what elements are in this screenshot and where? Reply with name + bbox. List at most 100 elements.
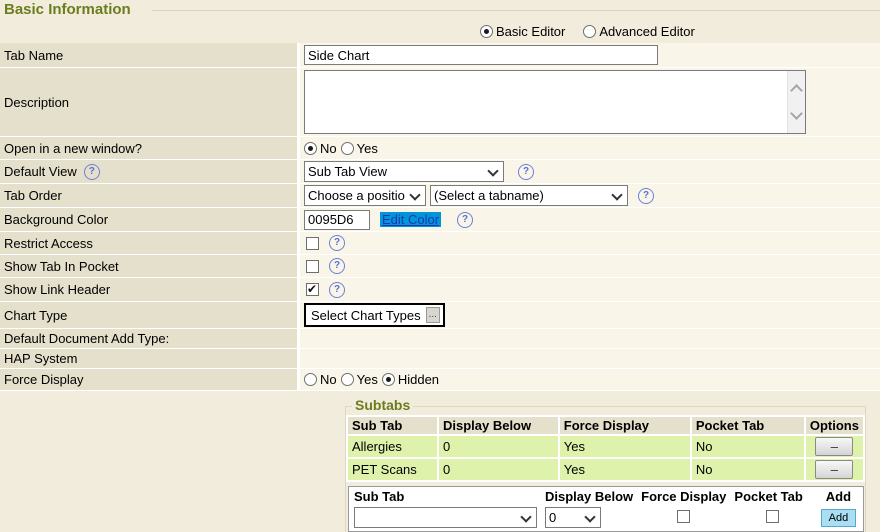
open-new-window-no-option[interactable]: No: [304, 141, 337, 156]
basic-editor-option[interactable]: Basic Editor: [480, 24, 565, 39]
row-default-view: Default View ? Sub Tab View ?: [0, 160, 880, 184]
default-view-label: Default View: [4, 164, 77, 179]
default-view-select[interactable]: Sub Tab View: [305, 162, 503, 181]
add-subtab-header-row: Sub Tab Display Below Force Display Pock…: [351, 489, 862, 504]
show-tab-in-pocket-label: Show Tab In Pocket: [0, 255, 300, 278]
chart-type-label: Chart Type: [0, 302, 300, 329]
subtab-display-below: 0: [438, 436, 558, 457]
show-tab-in-pocket-checkbox[interactable]: [306, 259, 319, 273]
force-display-no-radio[interactable]: [304, 373, 317, 386]
tab-order-label: Tab Order: [0, 184, 300, 208]
help-icon[interactable]: ?: [457, 211, 474, 228]
row-chart-type: Chart Type Select Chart Types ...: [0, 302, 880, 329]
row-show-link-header: Show Link Header ?: [0, 278, 880, 302]
basic-editor-radio[interactable]: [480, 25, 493, 38]
tab-order-tabname-select[interactable]: (Select a tabname): [431, 186, 627, 205]
add-col-display-below: Display Below: [542, 489, 637, 504]
default-document-add-type-value: [300, 329, 880, 349]
tab-name-label: Tab Name: [0, 43, 300, 68]
subtabs-header-row: Sub Tab Display Below Force Display Pock…: [348, 417, 863, 434]
row-description: Description: [0, 68, 880, 137]
advanced-editor-label: Advanced Editor: [599, 24, 695, 39]
subtab-display-below: 0: [438, 459, 558, 480]
add-subtab-select[interactable]: [355, 508, 536, 527]
scroll-up-icon[interactable]: [790, 84, 803, 97]
force-display-hidden-option[interactable]: Hidden: [381, 372, 439, 387]
help-icon[interactable]: ?: [329, 258, 345, 274]
table-row: Allergies 0 Yes No –: [348, 436, 863, 457]
add-col-add: Add: [815, 489, 862, 504]
row-tab-name: Tab Name: [0, 43, 880, 68]
help-icon[interactable]: ?: [518, 163, 534, 180]
hap-system-value: [300, 349, 880, 369]
subtab-force-display: Yes: [559, 459, 690, 480]
restrict-access-label: Restrict Access: [0, 232, 300, 255]
open-new-window-no-label: No: [320, 140, 337, 156]
default-document-add-type-label: Default Document Add Type:: [0, 329, 300, 349]
advanced-editor-radio[interactable]: [583, 25, 597, 38]
add-subtab-row: 0 Add: [351, 506, 862, 529]
subtab-force-display: Yes: [559, 436, 690, 457]
select-chart-types-label: Select Chart Types: [311, 307, 421, 323]
add-col-pocket-tab: Pocket Tab: [731, 489, 814, 504]
help-icon[interactable]: ?: [329, 235, 345, 251]
force-display-no-option[interactable]: No: [304, 372, 337, 387]
row-force-display: Force Display No Yes Hidden: [0, 369, 880, 391]
row-show-tab-in-pocket: Show Tab In Pocket ?: [0, 255, 880, 278]
force-display-yes-option[interactable]: Yes: [340, 372, 378, 387]
tab-name-input[interactable]: [304, 45, 658, 65]
scroll-down-icon[interactable]: [790, 107, 803, 120]
add-subtab-button[interactable]: Add: [820, 508, 857, 527]
subtab-pocket-tab: No: [691, 436, 804, 457]
help-icon[interactable]: ?: [329, 281, 345, 298]
basic-information-form: Tab Name Description Open in a new windo…: [0, 43, 880, 391]
force-display-yes-radio[interactable]: [340, 373, 354, 386]
show-link-header-checkbox[interactable]: [306, 282, 319, 296]
description-textarea[interactable]: [304, 70, 806, 134]
restrict-access-checkbox[interactable]: [306, 236, 319, 250]
col-display-below: Display Below: [438, 417, 558, 434]
remove-subtab-button[interactable]: –: [815, 437, 854, 456]
subtab-name: PET Scans: [348, 459, 437, 480]
add-force-display-checkbox[interactable]: [677, 509, 691, 523]
subtabs-fieldset: Subtabs Sub Tab Display Below Force Disp…: [345, 397, 866, 532]
hap-system-label: HAP System: [0, 349, 300, 369]
subtab-name: Allergies: [348, 436, 437, 457]
col-sub-tab: Sub Tab: [348, 417, 437, 434]
tab-order-position-select[interactable]: Choose a position: [305, 186, 425, 205]
help-icon[interactable]: ?: [638, 187, 654, 204]
col-options: Options: [805, 417, 863, 434]
force-display-label: Force Display: [0, 369, 300, 391]
subtab-pocket-tab: No: [691, 459, 804, 480]
fieldset-divider: [152, 10, 880, 11]
textarea-scrollbar[interactable]: [787, 71, 805, 133]
add-display-below-select[interactable]: 0: [546, 508, 600, 527]
row-background-color: Background Color Edit Color ?: [0, 208, 880, 232]
subtabs-legend: Subtabs: [352, 397, 414, 413]
background-color-label: Background Color: [0, 208, 300, 232]
editor-toggle: Basic Editor Advanced Editor: [0, 20, 880, 43]
row-default-document-add-type: Default Document Add Type:: [0, 329, 880, 349]
add-subtab-table: Sub Tab Display Below Force Display Pock…: [348, 486, 865, 532]
row-open-new-window: Open in a new window? No Yes: [0, 137, 880, 160]
ellipsis-icon: ...: [425, 307, 440, 323]
help-icon[interactable]: ?: [83, 163, 100, 180]
remove-subtab-button[interactable]: –: [815, 460, 854, 479]
force-display-hidden-radio[interactable]: [381, 373, 395, 386]
select-chart-types-button[interactable]: Select Chart Types ...: [304, 303, 445, 327]
open-new-window-yes-option[interactable]: Yes: [340, 140, 378, 156]
subtabs-table: Sub Tab Display Below Force Display Pock…: [346, 415, 865, 482]
background-color-input[interactable]: [304, 209, 370, 230]
advanced-editor-option[interactable]: Advanced Editor: [583, 24, 695, 39]
add-col-force-display: Force Display: [638, 489, 730, 504]
add-pocket-tab-checkbox[interactable]: [765, 509, 779, 523]
open-new-window-no-radio[interactable]: [304, 141, 317, 155]
open-new-window-yes-label: Yes: [356, 140, 378, 156]
open-new-window-yes-radio[interactable]: [340, 141, 354, 155]
edit-color-link[interactable]: Edit Color: [380, 212, 442, 227]
row-hap-system: HAP System: [0, 349, 880, 369]
col-pocket-tab: Pocket Tab: [691, 417, 804, 434]
open-new-window-label: Open in a new window?: [0, 137, 300, 160]
basic-editor-label: Basic Editor: [496, 24, 566, 39]
